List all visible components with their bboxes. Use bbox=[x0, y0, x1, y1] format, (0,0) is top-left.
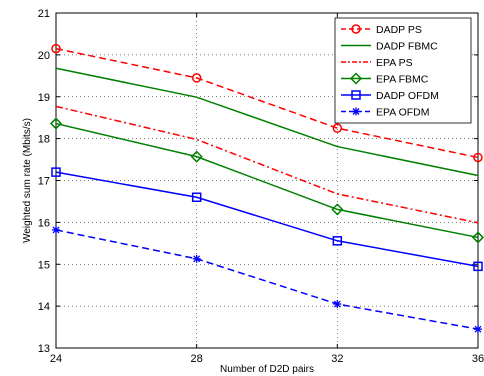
legend-entry-dadp-fbmc: DADP FBMC bbox=[341, 41, 438, 53]
y-tick-label: 16 bbox=[38, 217, 50, 229]
data-point-epa-fbmc bbox=[331, 203, 344, 216]
series-line-dadp-fbmc bbox=[55, 67, 479, 177]
legend-label: EPA FBMC bbox=[376, 74, 429, 86]
legend-entry-dadp-ps: DADP PS bbox=[341, 24, 422, 36]
asterisk-stroke bbox=[474, 325, 482, 333]
series-dadp-ofdm bbox=[51, 167, 483, 272]
series-line-epa-ps bbox=[55, 105, 479, 224]
legend-label: DADP FBMC bbox=[376, 41, 438, 53]
data-point-dadp-ps bbox=[51, 43, 61, 54]
asterisk-stroke bbox=[333, 300, 341, 308]
y-tick-label: 20 bbox=[38, 50, 50, 62]
y-tick-label: 18 bbox=[38, 134, 50, 146]
legend-swatch-marker bbox=[349, 72, 363, 85]
data-point-epa-fbmc bbox=[471, 231, 484, 244]
axes: 24 28 32 36 13 14 15 16 17 18 19 20 21 bbox=[38, 8, 484, 365]
x-tick-label: 32 bbox=[331, 353, 343, 365]
data-point-epa-fbmc bbox=[190, 150, 203, 163]
legend: DADP PS DADP FBMC EPA PS EPA FBMC DADP OFDM E… bbox=[334, 17, 472, 124]
legend-label: EPA PS bbox=[376, 57, 413, 69]
data-point-epa-ofdm bbox=[52, 225, 60, 234]
asterisk-stroke bbox=[193, 255, 201, 263]
legend-box bbox=[334, 17, 472, 124]
legend-label: DADP PS bbox=[376, 24, 422, 36]
y-tick-label: 14 bbox=[38, 301, 50, 313]
x-tick-label: 36 bbox=[472, 353, 484, 365]
legend-entry-dadp-ofdm: DADP OFDM bbox=[341, 90, 439, 102]
y-tick-label: 17 bbox=[38, 176, 50, 188]
asterisk-stroke bbox=[52, 226, 60, 234]
x-tick-label: 28 bbox=[191, 353, 203, 365]
x-axis-label: Number of D2D pairs bbox=[220, 364, 314, 375]
data-point-dadp-ps bbox=[473, 152, 483, 163]
legend-label: DADP OFDM bbox=[376, 90, 439, 102]
y-tick-label: 19 bbox=[38, 92, 50, 104]
data-point-dadp-ofdm bbox=[191, 192, 202, 202]
legend-swatch-marker bbox=[352, 107, 360, 116]
series-line-epa-ofdm bbox=[55, 229, 479, 330]
data-point-epa-ofdm bbox=[192, 254, 201, 263]
series-line-dadp-ofdm bbox=[55, 171, 479, 268]
legend-entry-epa-fbmc: EPA FBMC bbox=[341, 72, 429, 86]
y-tick-label: 15 bbox=[38, 259, 50, 271]
data-point-dadp-ofdm bbox=[51, 167, 61, 177]
y-tick-label: 13 bbox=[38, 343, 50, 355]
series-line-dadp-ps bbox=[55, 47, 479, 159]
data-point-dadp-ps bbox=[332, 123, 343, 133]
series-line-epa-fbmc bbox=[55, 122, 479, 239]
legend-label: EPA OFDM bbox=[376, 107, 429, 119]
legend-swatch-marker bbox=[351, 90, 361, 100]
legend-entry-epa-ofdm: EPA OFDM bbox=[341, 107, 429, 119]
y-tick-label: 21 bbox=[38, 8, 50, 20]
data-point-dadp-ofdm bbox=[332, 236, 343, 246]
data-point-dadp-ofdm bbox=[473, 261, 483, 272]
series-group bbox=[49, 43, 484, 334]
series-dadp-ps bbox=[51, 43, 483, 163]
asterisk-stroke bbox=[352, 108, 360, 115]
series-epa-ofdm bbox=[52, 225, 482, 334]
legend-entry-epa-ps: EPA PS bbox=[341, 57, 413, 69]
data-point-epa-ofdm bbox=[474, 325, 482, 334]
data-point-epa-ofdm bbox=[333, 300, 342, 309]
y-axis-label: Weighted sum rate (Mbits/s) bbox=[22, 118, 33, 243]
series-epa-fbmc bbox=[49, 117, 484, 244]
data-point-dadp-ps bbox=[191, 73, 202, 83]
legend-swatch-marker bbox=[351, 24, 361, 34]
series-dadp-fbmc bbox=[55, 67, 479, 177]
series-epa-ps bbox=[55, 105, 479, 224]
data-point-epa-fbmc bbox=[49, 117, 63, 130]
x-tick-label: 24 bbox=[50, 353, 62, 365]
